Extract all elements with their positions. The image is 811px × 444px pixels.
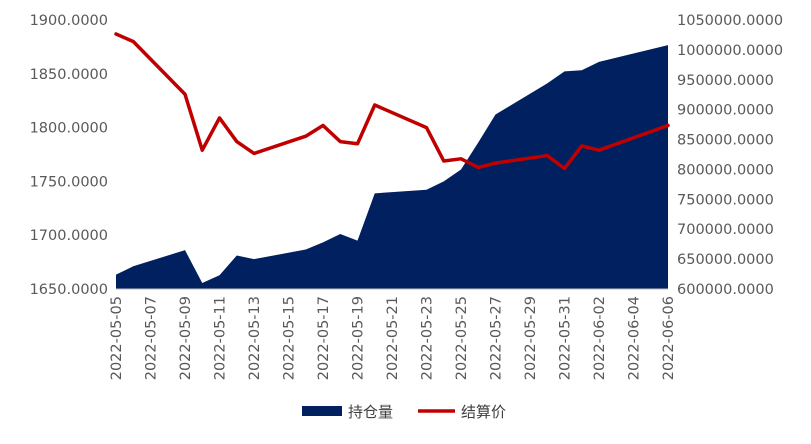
legend-swatch-open-interest: [302, 406, 342, 416]
x-axis-tick-label: 2022-05-05: [109, 296, 125, 380]
x-axis-tick-label: 2022-06-06: [661, 296, 677, 380]
settlement-price-line: [114, 32, 670, 171]
x-axis-tick-label: 2022-05-23: [420, 296, 436, 380]
x-axis-tick-label: 2022-05-21: [385, 296, 401, 380]
right-axis-tick-label: 750000.0000: [677, 192, 774, 208]
x-axis-tick-label: 2022-05-13: [247, 296, 263, 380]
x-axis-tick-label: 2022-05-09: [178, 296, 194, 380]
left-axis-tick-label: 1650.0000: [30, 282, 108, 298]
x-axis-ticks: 2022-05-05 2022-05-07 2022-05-09 2022-05-11…: [109, 296, 677, 380]
left-axis-tick-label: 1850.0000: [30, 67, 108, 83]
legend-label-open-interest: 持仓量: [348, 403, 393, 421]
open-interest-area: [116, 45, 668, 289]
x-axis-tick-label: 2022-05-29: [523, 296, 539, 380]
x-axis-tick-label: 2022-05-15: [282, 296, 298, 380]
left-axis-tick-label: 1700.0000: [30, 228, 108, 244]
settlement-price-line-layer: [114, 32, 670, 171]
left-axis-tick-label: 1750.0000: [30, 174, 108, 190]
x-axis-tick-label: 2022-05-17: [316, 296, 332, 380]
x-axis-tick-label: 2022-05-19: [351, 296, 367, 380]
x-axis-tick-label: 2022-06-04: [627, 296, 643, 380]
x-axis-tick-label: 2022-06-02: [592, 296, 608, 380]
right-axis-tick-label: 800000.0000: [677, 162, 774, 178]
x-axis-tick-label: 2022-05-27: [489, 296, 505, 380]
right-axis-tick-label: 850000.0000: [677, 133, 774, 149]
x-axis-tick-label: 2022-05-11: [213, 296, 229, 380]
right-axis-tick-label: 600000.0000: [677, 282, 774, 298]
right-axis-ticks: 600000.0000 650000.0000 700000.0000 750000.…: [677, 13, 783, 298]
left-axis-tick-label: 1900.0000: [30, 13, 108, 29]
open-interest-area-layer: [116, 45, 668, 289]
left-axis-tick-label: 1800.0000: [30, 121, 108, 137]
right-axis-tick-label: 700000.0000: [677, 222, 774, 238]
x-axis-tick-label: 2022-05-25: [454, 296, 470, 380]
x-axis-tick-label: 2022-05-07: [144, 296, 160, 380]
right-axis-tick-label: 1050000.0000: [677, 13, 783, 29]
x-axis-tick-label: 2022-05-31: [558, 296, 574, 380]
right-axis-tick-label: 950000.0000: [677, 73, 774, 89]
legend-label-settlement-price: 结算价: [461, 403, 506, 421]
left-axis-ticks: 1650.0000 1700.0000 1750.0000 1800.0000 1850…: [30, 13, 108, 298]
legend: 持仓量 结算价: [302, 403, 506, 421]
right-axis-tick-label: 1000000.0000: [677, 43, 783, 59]
right-axis-tick-label: 900000.0000: [677, 103, 774, 119]
right-axis-tick-label: 650000.0000: [677, 252, 774, 268]
